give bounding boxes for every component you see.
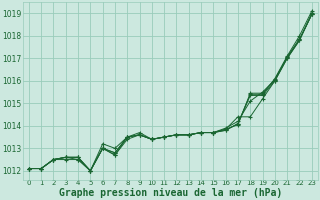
X-axis label: Graphe pression niveau de la mer (hPa): Graphe pression niveau de la mer (hPa)	[59, 188, 282, 198]
